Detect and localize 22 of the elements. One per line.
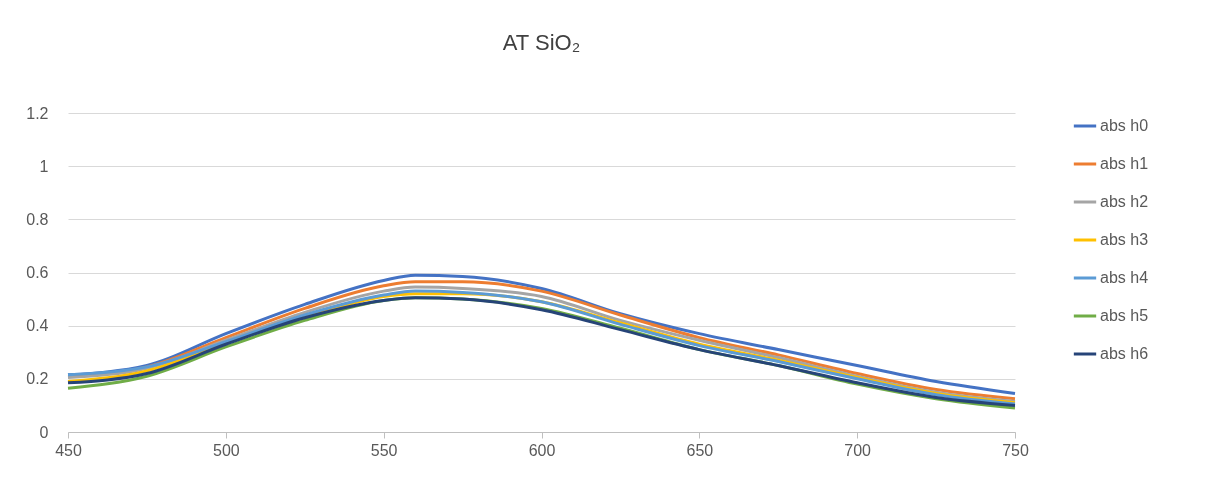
x-tick-label: 550 bbox=[370, 441, 398, 459]
chart-title: AT SiO₂ bbox=[502, 30, 581, 55]
y-tick-label: 1.2 bbox=[26, 104, 49, 122]
legend-label: abs h6 bbox=[1100, 345, 1149, 362]
x-tick-label: 750 bbox=[1002, 441, 1029, 459]
legend-label: abs h1 bbox=[1100, 155, 1149, 172]
legend-label: abs h4 bbox=[1100, 269, 1149, 286]
x-tick-label: 650 bbox=[686, 441, 714, 459]
y-tick-label: 0 bbox=[39, 423, 49, 441]
y-tick-label: 1 bbox=[39, 157, 49, 175]
y-tick-label: 0.8 bbox=[26, 210, 49, 228]
y-tick-label: 0.4 bbox=[26, 317, 49, 335]
x-tick-label: 700 bbox=[844, 441, 872, 459]
x-tick-label: 450 bbox=[55, 441, 82, 459]
x-tick-label: 500 bbox=[212, 441, 240, 459]
legend-label: abs h3 bbox=[1100, 231, 1149, 248]
legend-label: abs h0 bbox=[1100, 117, 1149, 134]
legend-label: abs h5 bbox=[1100, 307, 1149, 324]
x-tick-label: 600 bbox=[528, 441, 556, 459]
y-tick-label: 0.2 bbox=[26, 370, 49, 388]
legend-label: abs h2 bbox=[1100, 193, 1149, 210]
y-tick-label: 0.6 bbox=[26, 264, 49, 281]
